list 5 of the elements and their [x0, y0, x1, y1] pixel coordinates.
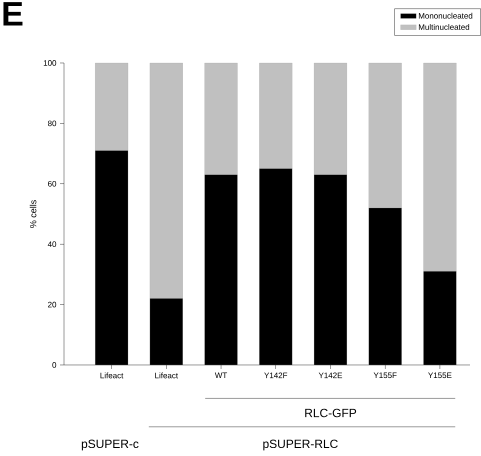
y-axis-title: % cells	[30, 200, 36, 228]
text: pSUPER-c	[82, 440, 139, 450]
text: RLC-GFP	[305, 408, 356, 418]
chart-title: E	[3, 2, 22, 26]
text: pSUPER-RLC	[263, 440, 338, 450]
